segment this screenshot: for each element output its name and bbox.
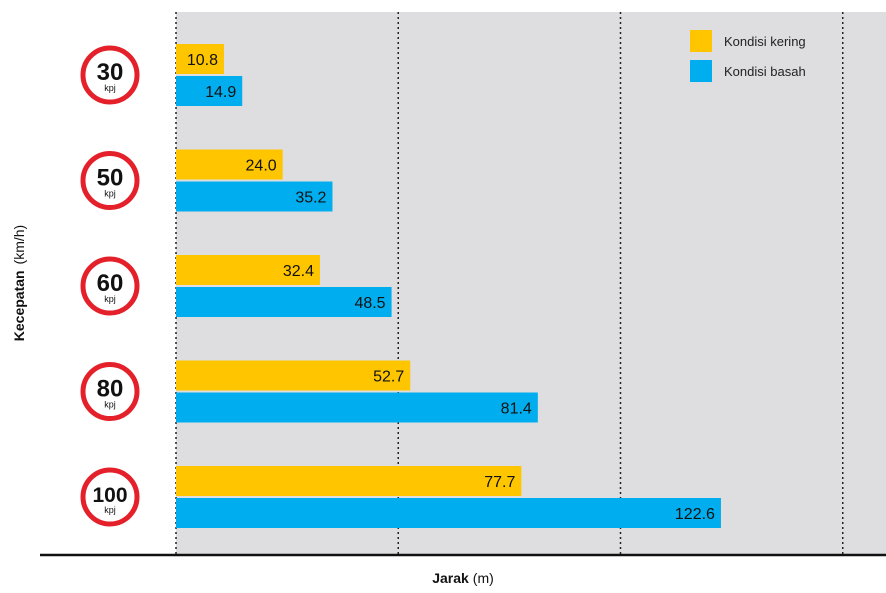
bars <box>176 44 721 528</box>
legend-swatch <box>690 60 712 82</box>
bar-value-label: 32.4 <box>283 263 314 280</box>
speed-sign-unit: kpj <box>104 189 116 199</box>
bar <box>176 44 225 74</box>
bar-value-label: 52.7 <box>373 369 404 386</box>
speed-sign-ring <box>80 151 140 210</box>
bar-value-labels: 10.8 14.9 24.0 35.2 32.4 48.5 52.7 81.4 77.7 122.… <box>187 52 715 523</box>
bar <box>176 360 411 391</box>
bar-value-label: 24.0 <box>246 158 277 175</box>
bar-value-label: 35.2 <box>295 190 326 207</box>
x-axis-title: Jarak (m) <box>432 570 494 586</box>
bar <box>176 392 538 423</box>
y-axis-title-unit: (km/h) <box>11 225 27 265</box>
bar <box>176 287 392 317</box>
bar <box>176 181 333 212</box>
speed-sign-unit: kpj <box>104 505 116 515</box>
bar-value-label: 81.4 <box>501 401 532 418</box>
bar-value-label: 14.9 <box>205 84 236 101</box>
y-axis-title: Kecepatan (km/h) <box>11 225 27 341</box>
speed-sign-unit: kpj <box>104 400 116 410</box>
bar <box>176 498 721 528</box>
legend-label: Kondisi basah <box>724 64 806 79</box>
legend-label: Kondisi kering <box>724 34 806 49</box>
x-axis-title-main: Jarak <box>432 570 469 586</box>
bar-value-label: 10.8 <box>187 52 218 69</box>
speed-sign-number: 50 <box>97 165 124 192</box>
bar-value-label: 77.7 <box>484 474 515 491</box>
legend: Kondisi kering Kondisi basah <box>690 30 806 82</box>
bar <box>176 255 321 285</box>
speed-sign-ring <box>80 256 140 316</box>
x-axis-title-unit: (m) <box>473 570 494 586</box>
speed-sign-unit: kpj <box>104 83 116 93</box>
speed-sign-ring <box>80 467 140 527</box>
speed-sign-number: 30 <box>97 59 124 86</box>
bar <box>176 76 243 106</box>
speed-sign-number: 100 <box>92 484 127 507</box>
bar-value-label: 122.6 <box>675 506 715 523</box>
speed-sign-number: 80 <box>97 376 124 403</box>
legend-swatch <box>690 30 712 52</box>
speed-sign-ring <box>80 362 140 421</box>
bar <box>176 466 522 496</box>
speed-sign-ring <box>80 45 140 105</box>
speed-sign-unit: kpj <box>104 294 116 304</box>
bar-value-label: 48.5 <box>354 295 385 312</box>
y-axis-title-main: Kecepatan <box>11 270 27 341</box>
bar <box>176 149 283 180</box>
speed-sign-number: 60 <box>97 270 124 297</box>
